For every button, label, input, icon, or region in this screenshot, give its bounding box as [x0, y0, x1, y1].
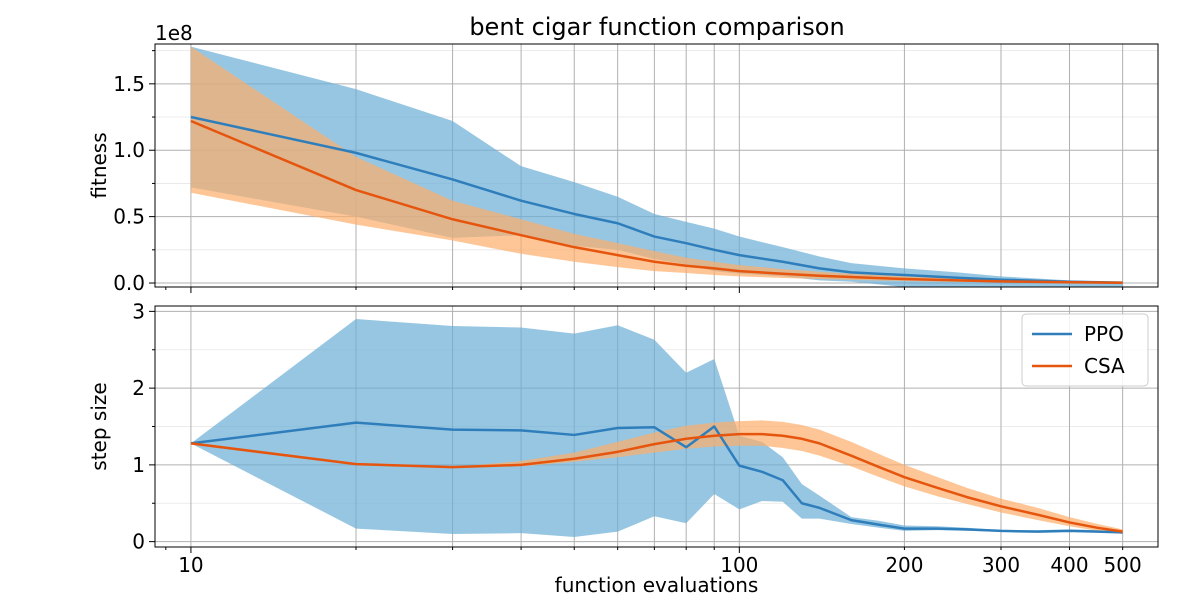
legend-label-csa: CSA [1084, 354, 1125, 378]
csa-band [190, 46, 1123, 283]
y-tick-label: 0.0 [113, 271, 145, 295]
x-tick-label: 10 [178, 553, 203, 577]
y-tick-label: 0.5 [113, 205, 145, 229]
x-tick-label: 400 [1050, 553, 1088, 577]
y-tick-label: 1 [132, 453, 145, 477]
chart-title: bent cigar function comparison [469, 13, 844, 41]
fitness-panel: 0.0 0.5 1.0 1.5 fitness 1e8 [87, 21, 1159, 295]
legend-label-ppo: PPO [1084, 322, 1124, 346]
x-tick-label: 500 [1104, 553, 1142, 577]
y-tick-label: 3 [132, 299, 145, 323]
axes-frame [154, 43, 1159, 288]
y-axis-label: fitness [87, 132, 111, 198]
y-tick-label: 1.0 [113, 138, 145, 162]
y-offset-text: 1e8 [155, 21, 193, 45]
y-tick-label: 2 [132, 376, 145, 400]
csa-line [190, 119, 1123, 284]
csa-line [190, 432, 1123, 533]
legend-box [1021, 313, 1149, 387]
ppo-line [190, 421, 1123, 534]
y-tick-label: 0 [132, 530, 145, 554]
ppo-line [190, 115, 1123, 284]
legend: PPO CSA [1021, 313, 1149, 387]
y-tick-label: 1.5 [113, 72, 145, 96]
x-tick-label: 300 [982, 553, 1020, 577]
x-tick-label: 200 [885, 553, 923, 577]
x-axis-label: function evaluations [555, 573, 759, 597]
y-axis-label: step size [87, 382, 111, 470]
step-size-panel: 0 1 2 3 step size 10 100 200 300 400 500 function e… [87, 299, 1159, 597]
x-tick-label: 100 [720, 553, 758, 577]
